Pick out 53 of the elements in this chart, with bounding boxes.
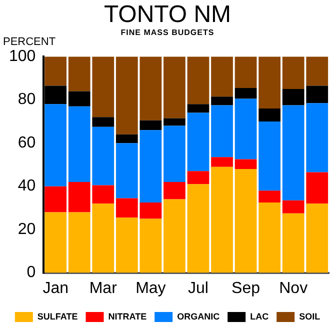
legend-label: SOIL	[299, 311, 321, 322]
bar	[187, 184, 210, 273]
y-tick-label: 20	[18, 220, 36, 238]
bar	[258, 108, 280, 122]
bar	[234, 169, 257, 273]
bar	[234, 98, 257, 160]
y-tick-label: 100	[8, 48, 36, 66]
bar	[164, 126, 186, 182]
legend-label: ORGANIC	[177, 311, 220, 322]
bar	[234, 159, 257, 170]
x-tick-label: Nov	[279, 280, 308, 297]
y-tick-label: 40	[18, 178, 36, 195]
bar	[258, 202, 280, 273]
legend-label: SULFATE	[37, 311, 78, 322]
chart-subtitle: FINE MASS BUDGETS	[120, 28, 216, 37]
bar	[211, 96, 233, 106]
bar	[234, 88, 257, 99]
legend-label: NITRATE	[108, 311, 147, 322]
bar	[211, 105, 233, 158]
bar	[140, 120, 162, 130]
x-tick-label: Jul	[188, 280, 208, 297]
bar	[164, 118, 186, 126]
bar	[44, 212, 67, 273]
legend-label: LAC	[250, 311, 270, 322]
bar	[68, 91, 90, 106]
y-tick-label: 80	[18, 91, 36, 108]
chart-title: TONTO NM	[102, 1, 232, 28]
bar	[187, 56, 210, 104]
bar	[92, 117, 114, 127]
bar	[187, 171, 210, 184]
bar	[211, 157, 233, 167]
bar	[258, 56, 280, 108]
bar	[258, 121, 280, 191]
bar	[44, 186, 67, 212]
bar	[211, 56, 233, 97]
bar	[187, 104, 210, 113]
bar	[258, 190, 280, 203]
bar	[116, 134, 138, 144]
x-tick-label: May	[136, 280, 166, 297]
bar	[164, 199, 186, 273]
bar	[187, 112, 210, 172]
bar	[164, 182, 186, 200]
x-tick-label: Mar	[89, 280, 118, 297]
bar	[164, 56, 186, 118]
x-tick-label: Sep	[232, 280, 260, 297]
y-tick-label: 0	[26, 264, 36, 282]
y-tick-label: 60	[18, 134, 36, 152]
x-tick-label: Jan	[42, 280, 68, 297]
bar	[234, 56, 257, 88]
bar	[211, 166, 233, 273]
bar	[44, 56, 67, 86]
y-axis-title: PERCENT	[3, 36, 56, 48]
bar	[44, 104, 67, 186]
